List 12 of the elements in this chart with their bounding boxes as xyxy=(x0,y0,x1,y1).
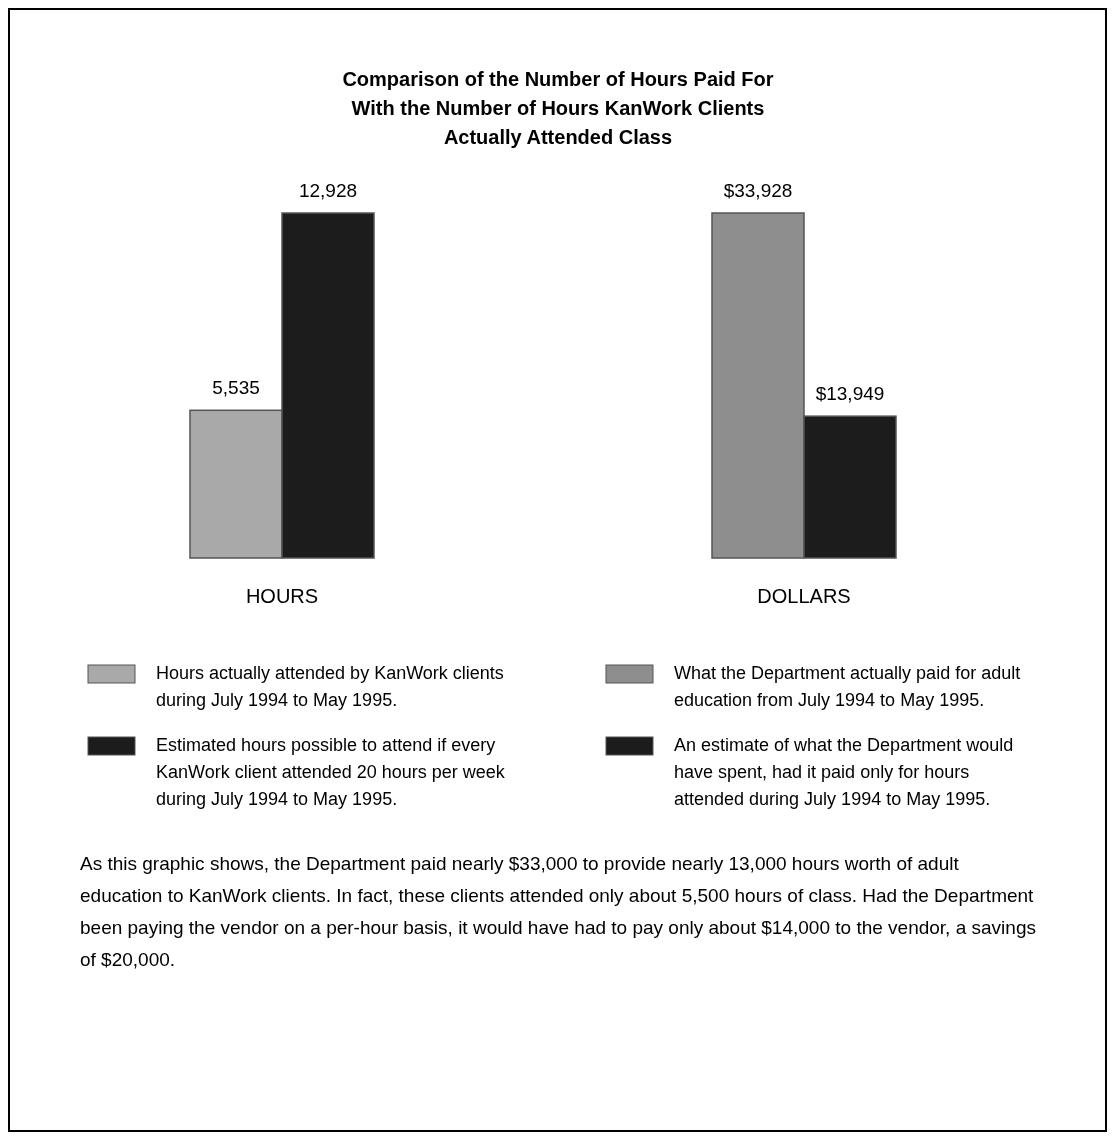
x-axis-title: HOURS xyxy=(245,585,319,607)
legend-label: Hours actually attended by KanWork clients during July 1994 to May 1995. xyxy=(156,663,504,710)
legend-label: What the Department actually paid for adult education from July 1994 to May 1995. xyxy=(674,663,1021,710)
data-label: $13,949 xyxy=(815,383,885,405)
x-axis-title: DOLLARS xyxy=(757,585,851,607)
text: As this graphic shows, the Department paid nearly $33,000 to provide nearly 13,000 hours worth of adult education to KanWork clients. In fact, these clients attended only about 5,500 hours of class. Had the Department been paying the vendor on a per-hour basis, it would have had to pay only about $14,000 to the vendor, a savings of $20,000. xyxy=(80,853,1036,970)
legend-label: Estimated hours possible to attend if every KanWork client attended 20 hours per week during July 1994 to May 1995. xyxy=(156,735,506,809)
data-label: 12,928 xyxy=(298,180,358,201)
text: Comparison of the Number of Hours Paid For With the Number of Hours KanWork Clients Actually Attended Class xyxy=(342,68,774,148)
legend-label: An estimate of what the Department would have spent, had it paid only for hours attended during July 1994 to May 1995. xyxy=(674,735,1014,809)
data-label: 5,535 xyxy=(212,377,260,399)
data-label: $33,928 xyxy=(723,180,793,201)
